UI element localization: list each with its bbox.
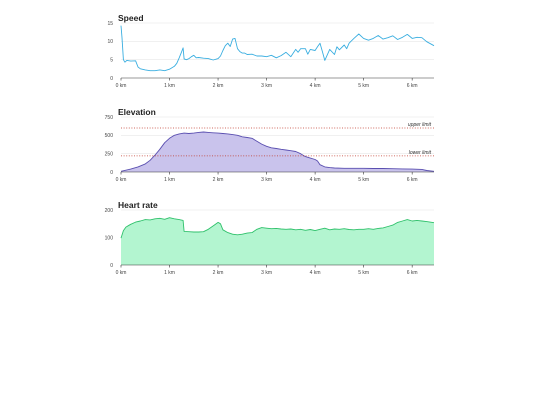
elevation-chart-panel: Elevation 0 250 500 750 upper limit lower limi… [105,107,435,183]
lower-limit-label: lower limit [409,150,432,156]
speed-x-tick-label: 3 km [261,83,272,89]
elevation-x-tick-label: 1 km [164,177,175,183]
heart-rate-chart-title: Heart rate [118,200,158,210]
heart-rate-x-tick-label: 1 km [164,270,175,276]
elevation-y-tick-label: 0 [110,170,113,176]
speed-x-tick-label: 1 km [164,83,175,89]
elevation-y-tick-label: 750 [105,115,114,121]
elevation-y-tick-label: 250 [105,151,114,157]
heart-rate-x-tick-label: 4 km [310,270,321,276]
heart-rate-series-line [120,217,435,239]
elevation-x-tick-label: 5 km [358,177,369,183]
elevation-x-tick-label: 3 km [261,177,272,183]
elevation-x-tick-label: 6 km [407,177,418,183]
heart-rate-x-tick-label: 5 km [358,270,369,276]
speed-chart-title: Speed [118,13,144,23]
elevation-y-tick-label: 500 [105,133,114,139]
speed-y-tick-label: 10 [107,39,113,45]
elevation-area-fill [121,132,434,172]
speed-series-line [120,25,435,72]
speed-x-tick-label: 0 km [116,83,127,89]
elevation-x-tick-label: 0 km [116,177,127,183]
heart-rate-y-tick-label: 100 [105,235,114,241]
speed-x-tick-label: 4 km [310,83,321,89]
speed-x-tick-label: 6 km [407,83,418,89]
speed-chart-panel: Speed 0 5 10 15 0 km 1 km 2 km 3 km 4 km 5 km 6 km [107,13,435,89]
heart-rate-x-tick-label: 6 km [407,270,418,276]
speed-y-tick-label: 0 [110,76,113,82]
heart-rate-area-fill [121,217,434,265]
upper-limit-label: upper limit [408,122,432,128]
speed-x-tick-label: 5 km [358,83,369,89]
elevation-series-line [120,131,435,172]
heart-rate-x-tick-label: 3 km [261,270,272,276]
heart-rate-chart-panel: Heart rate 0 100 200 0 km 1 km 2 km 3 km 4 km 5 k… [105,200,435,276]
speed-y-tick-label: 5 [110,57,113,63]
heart-rate-y-tick-label: 0 [110,263,113,269]
speed-y-tick-label: 15 [107,21,113,27]
speed-x-tick-label: 2 km [213,83,224,89]
elevation-chart-title: Elevation [118,107,156,117]
heart-rate-y-tick-label: 200 [105,208,114,214]
elevation-x-tick-label: 2 km [213,177,224,183]
heart-rate-x-tick-label: 0 km [116,270,127,276]
elevation-x-tick-label: 4 km [310,177,321,183]
heart-rate-x-tick-label: 2 km [213,270,224,276]
